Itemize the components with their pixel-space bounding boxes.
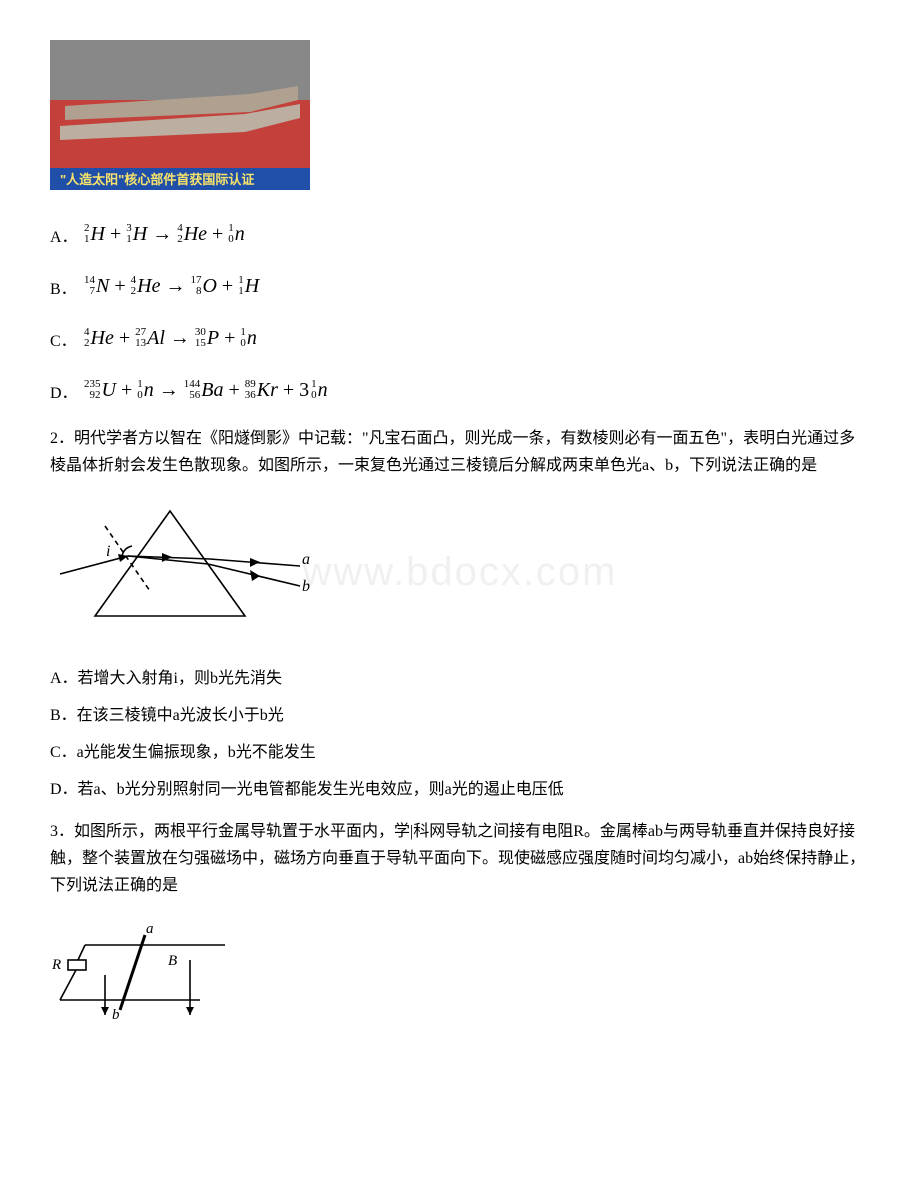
equation-d: 23592U + 10n → 14456Ba + 8936Kr + 3 10n xyxy=(84,373,328,407)
label-a-bar: a xyxy=(146,921,154,937)
option-b: B． 147N + 42He → 178O + 11H xyxy=(50,269,870,303)
label-a: a xyxy=(302,551,310,568)
label-i: i xyxy=(106,543,110,560)
option-label: C． xyxy=(50,328,78,355)
rail-diagram: R a b B xyxy=(50,915,230,1025)
option-d: D． 23592U + 10n → 14456Ba + 8936Kr + 3 1… xyxy=(50,373,870,407)
label-r: R xyxy=(51,957,61,973)
option-a: A． 21H + 31H → 42He + 10n xyxy=(50,217,870,251)
label-b: b xyxy=(302,578,310,595)
q2-option-d: D．若a、b光分别照射同一光电管都能发生光电效应，则a光的遏止电压低 xyxy=(50,776,870,803)
rail-figure: R a b B xyxy=(50,909,870,1040)
q2-option-a: A．若增大入射角i，则b光先消失 xyxy=(50,665,870,692)
option-label: D． xyxy=(50,380,78,407)
question-2-text: 2．明代学者方以智在《阳燧倒影》中记载："凡宝石面凸，则光成一条，有数棱则必有一… xyxy=(50,425,870,479)
equation-c: 42He + 2713Al → 3015P + 10n xyxy=(84,321,257,355)
label-b-bar: b xyxy=(112,1007,120,1023)
option-label: A． xyxy=(50,224,78,251)
option-label: B． xyxy=(50,276,78,303)
photo-banner-text: "人造太阳"核心部件首获国际认证 xyxy=(60,172,254,187)
equation-b: 147N + 42He → 178O + 11H xyxy=(84,269,259,303)
label-field-b: B xyxy=(168,953,177,969)
question-3-text: 3．如图所示，两根平行金属导轨置于水平面内，学|科网导轨之间接有电阻R。金属棒a… xyxy=(50,818,870,900)
q2-option-b: B．在该三棱镜中a光波长小于b光 xyxy=(50,702,870,729)
q2-option-c: C．a光能发生偏振现象，b光不能发生 xyxy=(50,739,870,766)
news-photo: "人造太阳"核心部件首获国际认证 xyxy=(50,40,870,207)
prism-figure: i a b xyxy=(50,490,870,655)
option-c: C． 42He + 2713Al → 3015P + 10n xyxy=(50,321,870,355)
prism-diagram: i a b xyxy=(50,496,310,636)
equation-a: 21H + 31H → 42He + 10n xyxy=(84,217,245,251)
news-photo-svg: "人造太阳"核心部件首获国际认证 xyxy=(50,40,310,190)
